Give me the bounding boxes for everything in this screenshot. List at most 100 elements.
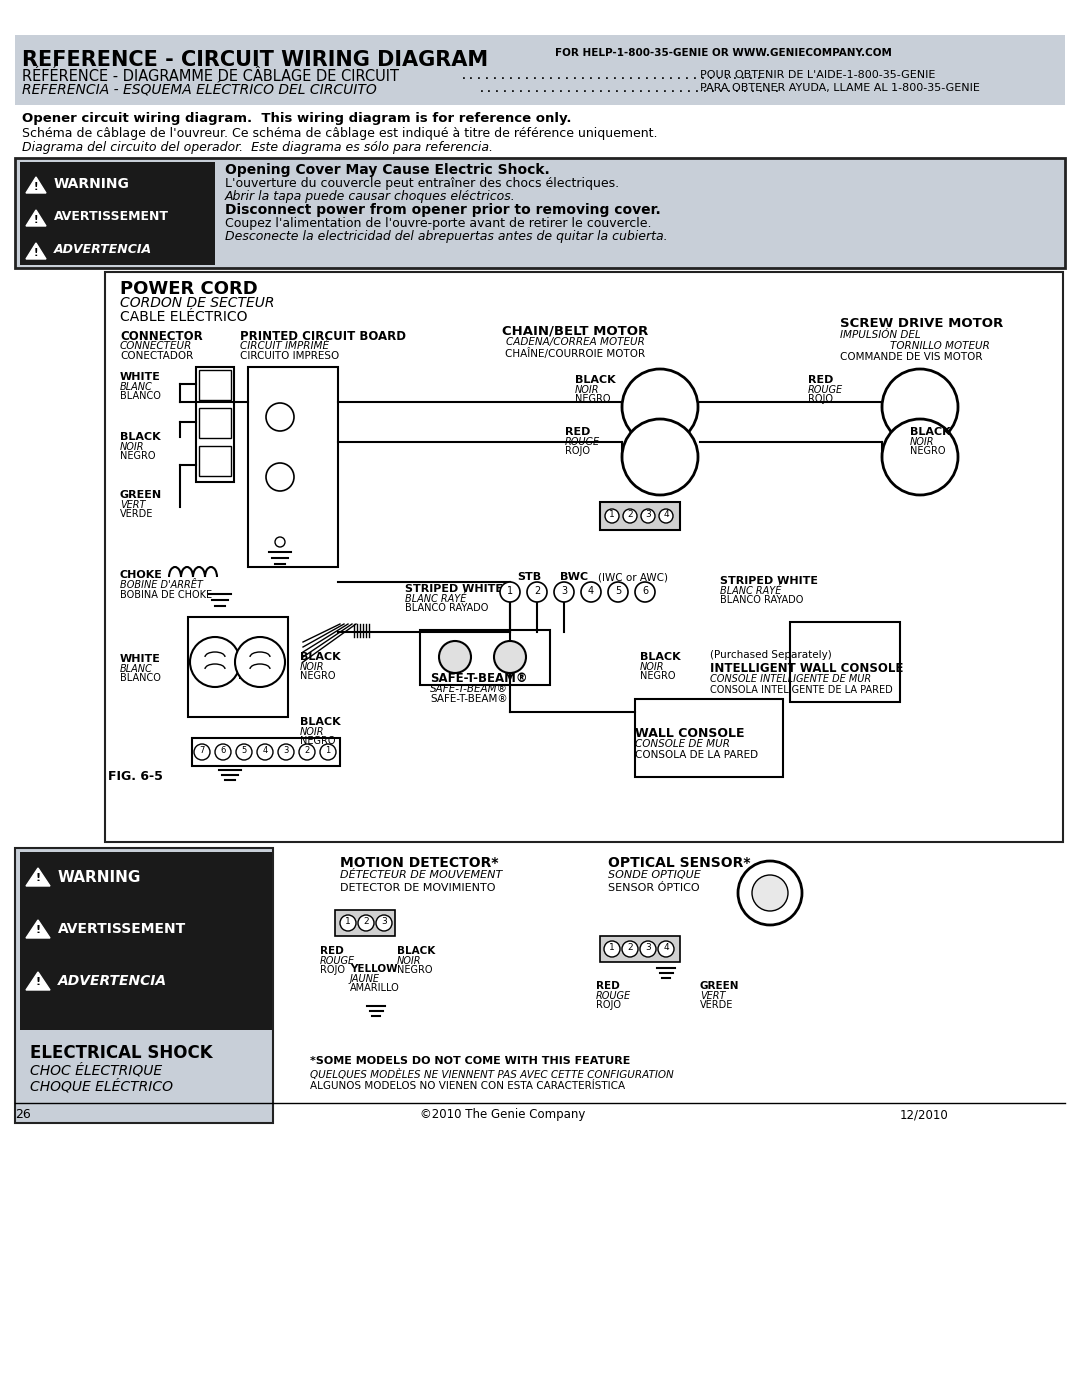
Circle shape bbox=[320, 745, 336, 760]
Text: *SOME MODELS DO NOT COME WITH THIS FEATURE: *SOME MODELS DO NOT COME WITH THIS FEATU… bbox=[310, 1056, 631, 1066]
Text: BLANC RAYÉ: BLANC RAYÉ bbox=[405, 594, 467, 604]
Text: 3: 3 bbox=[645, 943, 651, 951]
Bar bbox=[188, 617, 288, 717]
Text: CIRCUITO IMPRESO: CIRCUITO IMPRESO bbox=[240, 351, 339, 360]
Text: NOIR: NOIR bbox=[910, 437, 934, 447]
Circle shape bbox=[554, 583, 573, 602]
Text: BLANC: BLANC bbox=[120, 381, 152, 393]
Text: RED: RED bbox=[596, 981, 620, 990]
Text: 6: 6 bbox=[642, 585, 648, 597]
Text: 1: 1 bbox=[609, 510, 615, 520]
Circle shape bbox=[604, 942, 620, 957]
Text: DÉTECTEUR DE MOUVEMENT: DÉTECTEUR DE MOUVEMENT bbox=[340, 870, 502, 880]
Circle shape bbox=[215, 745, 231, 760]
Bar bbox=[420, 630, 550, 685]
Text: POUR OBTENIR DE L'AIDE-1-800-35-GENIE: POUR OBTENIR DE L'AIDE-1-800-35-GENIE bbox=[700, 70, 935, 80]
Text: BLACK: BLACK bbox=[575, 374, 616, 386]
Text: NEGRO: NEGRO bbox=[397, 965, 432, 975]
Text: VERDE: VERDE bbox=[120, 509, 153, 520]
Bar bbox=[600, 502, 680, 529]
Text: WARNING: WARNING bbox=[58, 870, 141, 886]
Text: BLACK: BLACK bbox=[640, 652, 680, 662]
Text: PARA OBTENER AYUDA, LLAME AL 1-800-35-GENIE: PARA OBTENER AYUDA, LLAME AL 1-800-35-GE… bbox=[700, 82, 980, 94]
Text: FIG. 6-5: FIG. 6-5 bbox=[108, 770, 163, 782]
Text: RÉFÉRENCE - DIAGRAMME DE CÂBLAGE DE CIRCUIT: RÉFÉRENCE - DIAGRAMME DE CÂBLAGE DE CIRC… bbox=[22, 68, 399, 84]
Text: WARNING: WARNING bbox=[54, 177, 130, 191]
Text: BLANCO: BLANCO bbox=[120, 673, 161, 683]
Text: !: ! bbox=[36, 977, 41, 988]
Bar bbox=[195, 367, 234, 482]
Text: CONSOLA INTELIGENTE DE LA PARED: CONSOLA INTELIGENTE DE LA PARED bbox=[710, 685, 893, 694]
Circle shape bbox=[500, 583, 519, 602]
Text: RED: RED bbox=[808, 374, 834, 386]
Circle shape bbox=[494, 641, 526, 673]
Text: 5: 5 bbox=[615, 585, 621, 597]
Circle shape bbox=[438, 641, 471, 673]
Text: BLACK: BLACK bbox=[397, 946, 435, 956]
Circle shape bbox=[376, 915, 392, 930]
Text: 1: 1 bbox=[325, 746, 330, 754]
Text: AVERTISSEMENT: AVERTISSEMENT bbox=[54, 210, 168, 224]
Bar bbox=[15, 158, 1065, 268]
Text: Desconecte la electricidad del abrepuertas antes de quitar la cubierta.: Desconecte la electricidad del abrepuert… bbox=[225, 231, 667, 243]
Text: WHITE: WHITE bbox=[120, 372, 161, 381]
Circle shape bbox=[659, 509, 673, 522]
Text: WALL CONSOLE: WALL CONSOLE bbox=[635, 726, 744, 740]
Circle shape bbox=[235, 637, 285, 687]
Text: CHOC ÉLECTRIQUE: CHOC ÉLECTRIQUE bbox=[30, 1063, 162, 1077]
Text: 3: 3 bbox=[645, 510, 651, 520]
Text: 5: 5 bbox=[241, 746, 246, 754]
Text: !: ! bbox=[33, 249, 38, 258]
Bar bbox=[248, 367, 338, 567]
Text: YELLOW: YELLOW bbox=[350, 964, 397, 974]
Text: REFERENCE - CIRCUIT WIRING DIAGRAM: REFERENCE - CIRCUIT WIRING DIAGRAM bbox=[22, 50, 488, 70]
Text: ......................................: ...................................... bbox=[478, 82, 782, 95]
Text: NEGRO: NEGRO bbox=[300, 736, 336, 746]
Text: FOR HELP-1-800-35-GENIE OR WWW.GENIECOMPANY.COM: FOR HELP-1-800-35-GENIE OR WWW.GENIECOMP… bbox=[555, 47, 892, 59]
Text: STRIPED WHITE: STRIPED WHITE bbox=[720, 576, 818, 585]
Circle shape bbox=[194, 745, 210, 760]
Text: !: ! bbox=[36, 873, 41, 883]
Bar bbox=[105, 272, 1063, 842]
Polygon shape bbox=[26, 921, 50, 937]
Bar bbox=[21, 162, 215, 265]
Text: ROUGE: ROUGE bbox=[320, 956, 355, 965]
Text: CONSOLE DE MUR: CONSOLE DE MUR bbox=[635, 739, 730, 749]
Text: BLANCO: BLANCO bbox=[120, 391, 161, 401]
Circle shape bbox=[622, 419, 698, 495]
Text: 4: 4 bbox=[262, 746, 268, 754]
Text: PRINTED CIRCUIT BOARD: PRINTED CIRCUIT BOARD bbox=[240, 330, 406, 344]
Text: ROJO: ROJO bbox=[565, 446, 590, 455]
Circle shape bbox=[299, 745, 315, 760]
Text: NOIR: NOIR bbox=[300, 662, 324, 672]
Text: AMARILLO: AMARILLO bbox=[350, 983, 400, 993]
Text: INTELLIGENT WALL CONSOLE: INTELLIGENT WALL CONSOLE bbox=[710, 662, 903, 675]
Circle shape bbox=[527, 583, 546, 602]
Bar bbox=[335, 909, 395, 936]
Circle shape bbox=[642, 509, 654, 522]
Text: CHAIN/BELT MOTOR: CHAIN/BELT MOTOR bbox=[502, 324, 648, 337]
Text: CONNECTOR: CONNECTOR bbox=[120, 330, 203, 344]
Text: NOIR: NOIR bbox=[120, 441, 145, 453]
Text: VERDE: VERDE bbox=[700, 1000, 733, 1010]
Text: 2: 2 bbox=[627, 510, 633, 520]
Text: !: ! bbox=[33, 182, 38, 191]
Text: SENSOR ÓPTICO: SENSOR ÓPTICO bbox=[608, 883, 700, 893]
Text: (Purchased Separately): (Purchased Separately) bbox=[710, 650, 832, 659]
Circle shape bbox=[266, 462, 294, 490]
Bar bbox=[199, 446, 231, 476]
Text: CONSOLA DE LA PARED: CONSOLA DE LA PARED bbox=[635, 750, 758, 760]
Text: 4: 4 bbox=[588, 585, 594, 597]
Text: 4: 4 bbox=[663, 510, 669, 520]
Text: 2: 2 bbox=[534, 585, 540, 597]
Circle shape bbox=[640, 942, 656, 957]
Text: CADENA/CORREA MOTEUR: CADENA/CORREA MOTEUR bbox=[505, 337, 645, 346]
Text: NOIR: NOIR bbox=[575, 386, 599, 395]
Text: CONSOLE INTELLIGENTE DE MUR: CONSOLE INTELLIGENTE DE MUR bbox=[710, 673, 872, 685]
Text: ROUGE: ROUGE bbox=[808, 386, 843, 395]
Text: 2: 2 bbox=[363, 916, 368, 926]
Text: BLANC: BLANC bbox=[120, 664, 152, 673]
Text: (IWC or AWC): (IWC or AWC) bbox=[598, 571, 669, 583]
Text: ROUGE: ROUGE bbox=[596, 990, 631, 1002]
Text: AVERTISSEMENT: AVERTISSEMENT bbox=[58, 922, 186, 936]
